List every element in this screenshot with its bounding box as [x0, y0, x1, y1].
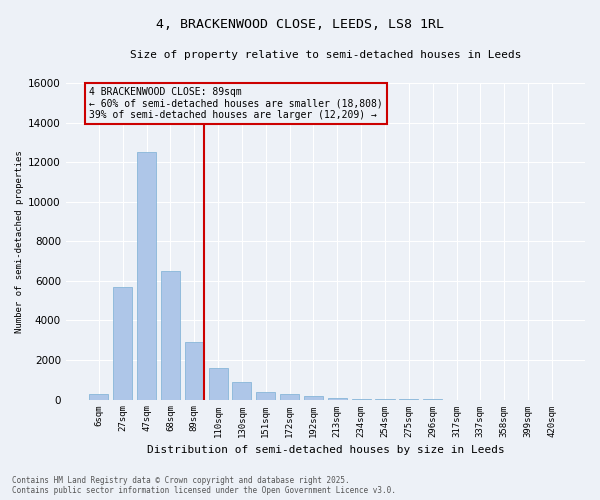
Bar [137, 152, 156, 400]
Text: 4, BRACKENWOOD CLOSE, LEEDS, LS8 1RL: 4, BRACKENWOOD CLOSE, LEEDS, LS8 1RL [156, 18, 444, 30]
Title: Size of property relative to semi-detached houses in Leeds: Size of property relative to semi-detach… [130, 50, 521, 60]
Bar [113, 287, 132, 400]
Y-axis label: Number of semi-detached properties: Number of semi-detached properties [15, 150, 24, 332]
Text: Contains HM Land Registry data © Crown copyright and database right 2025.
Contai: Contains HM Land Registry data © Crown c… [12, 476, 396, 495]
Bar [328, 398, 347, 400]
Bar [304, 396, 323, 400]
X-axis label: Distribution of semi-detached houses by size in Leeds: Distribution of semi-detached houses by … [146, 445, 504, 455]
Bar [161, 271, 180, 400]
Bar [376, 399, 395, 400]
Bar [232, 382, 251, 400]
Bar [256, 392, 275, 400]
Text: 4 BRACKENWOOD CLOSE: 89sqm
← 60% of semi-detached houses are smaller (18,808)
39: 4 BRACKENWOOD CLOSE: 89sqm ← 60% of semi… [89, 87, 383, 120]
Bar [185, 342, 204, 400]
Bar [352, 398, 371, 400]
Bar [209, 368, 227, 400]
Bar [280, 394, 299, 400]
Bar [89, 394, 109, 400]
